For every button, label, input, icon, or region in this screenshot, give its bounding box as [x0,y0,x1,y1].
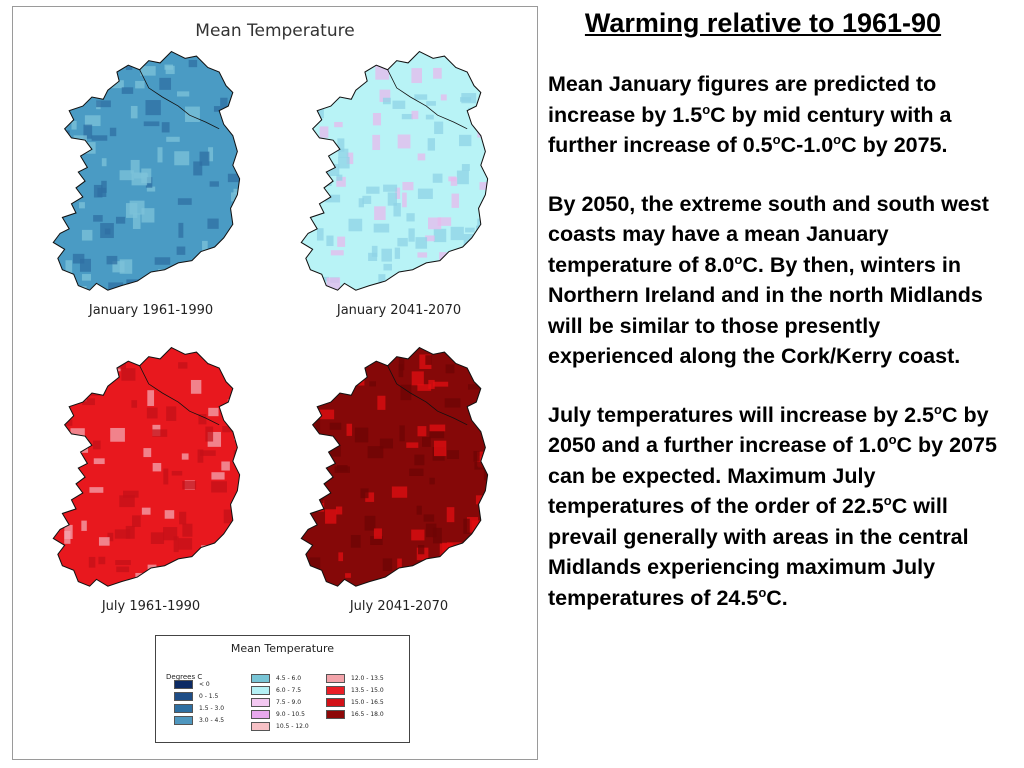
ireland-map-graphic [300,346,489,587]
map-january-1961-1990: January 1961-1990 [31,47,271,327]
legend-swatch [174,679,193,689]
legend-label: 6.0 - 7.5 [276,686,302,694]
legend-item: 9.0 - 10.5 [251,709,305,719]
legend-label: 10.5 - 12.0 [276,722,309,730]
legend-item: 0 - 1.5 [174,691,218,701]
paragraph-text: C will prevail generally with areas in t… [548,494,969,610]
legend-swatch [251,709,270,719]
legend-item: 3.0 - 4.5 [174,715,224,725]
degree-superscript: o [934,401,942,417]
paragraph-text: C. By then, winters in Northern Ireland … [548,252,983,369]
map-july-2041-2070: July 2041-2070 [279,343,519,623]
degree-superscript: o [772,132,781,147]
legend-swatch [174,715,193,725]
legend-swatch [251,673,270,683]
coastline [300,50,489,291]
degree-superscript: o [883,493,892,508]
degree-superscript: o [758,584,767,600]
figure-title: Mean Temperature [195,21,355,41]
legend-swatch [326,673,345,683]
degree-superscript: o [833,132,842,147]
temperature-figure: Mean Temperature January 1961-1990 Janua… [12,6,538,760]
legend-label: 9.0 - 10.5 [276,710,305,718]
map-january-2041-2070: January 2041-2070 [279,47,519,327]
paragraph-2050: By 2050, the extreme south and south wes… [548,189,1003,372]
page-heading: Warming relative to 1961-90 [584,8,942,38]
map-caption: July 2041-2070 [349,599,449,614]
legend-item: < 0 [174,679,210,689]
border-line [139,69,220,130]
coastline [52,346,241,587]
legend-item: 7.5 - 9.0 [251,697,301,707]
legend-label: 0 - 1.5 [199,692,219,700]
map-caption: January 1961-1990 [88,303,214,318]
border-line [139,365,220,426]
degree-superscript: o [888,432,897,447]
legend-label: 1.5 - 3.0 [199,704,225,712]
article-text: Warming relative to 1961-90 Mean January… [548,8,1010,641]
map-july-1961-1990: July 1961-1990 [31,343,271,623]
paragraph-text: C. [766,585,788,610]
paragraph-text: C by mid century with a further increase… [548,102,952,158]
ireland-map-graphic [52,50,241,291]
legend-item: 15.0 - 16.5 [326,697,384,707]
legend-swatch [251,697,270,707]
legend-item: 4.5 - 6.0 [251,673,301,683]
legend-swatch [326,709,345,719]
legend-label: 4.5 - 6.0 [276,674,302,682]
legend-label: 7.5 - 9.0 [276,698,302,706]
legend-item: 13.5 - 15.0 [326,685,384,695]
legend-item: 12.0 - 13.5 [326,673,384,683]
legend-swatch [174,691,193,701]
legend-swatch [251,721,270,731]
legend-item: 1.5 - 3.0 [174,703,224,713]
paragraph-text: July temperatures will increase by 2.5 [548,402,934,427]
paragraph-text: Mean January figures are predicted to in… [548,72,937,127]
legend-label: < 0 [199,680,210,688]
legend-label: 15.0 - 16.5 [351,698,384,706]
coastline [300,346,489,587]
paragraph-text: By 2050, the extreme south and south wes… [548,191,989,277]
paragraph-july: July temperatures will increase by 2.5oC… [548,400,1003,614]
legend-title: Mean Temperature [230,642,335,655]
border-line [387,365,468,426]
legend-unit-label: Degrees C [166,673,203,681]
paragraph-text: C by 2075 can be expected. Maximum July … [548,433,997,518]
legend-swatch [174,703,193,713]
degree-superscript: o [702,101,711,117]
ireland-landmass [301,347,488,587]
legend-item: 16.5 - 18.0 [326,709,384,719]
ireland-landmass [53,347,240,587]
degree-superscript: o [734,251,743,267]
paragraph-text: C-1.0 [780,133,834,157]
map-caption: July 1961-1990 [101,599,201,614]
legend-swatch [251,685,270,695]
legend-item: 6.0 - 7.5 [251,685,301,695]
legend-label: 3.0 - 4.5 [199,716,225,724]
legend-swatch [326,697,345,707]
paragraph-text: C by 2075. [841,133,948,157]
legend-label: 12.0 - 13.5 [351,674,384,682]
legend-item: 10.5 - 12.0 [251,721,309,731]
legend-swatch [326,685,345,695]
paragraph-text: C by 2050 and a further increase of 1.0 [548,402,989,458]
ireland-map-graphic [300,50,489,291]
legend-label: 16.5 - 18.0 [351,710,384,718]
paragraph-january: Mean January figures are predicted to in… [548,69,1003,161]
map-caption: January 2041-2070 [336,303,462,318]
legend-label: 13.5 - 15.0 [351,686,384,694]
border-line [387,69,468,130]
ireland-map-graphic [52,346,241,587]
temperature-legend: Mean Temperature Degrees C < 0 0 - 1.5 1.5… [155,635,410,743]
coastline [52,50,241,291]
